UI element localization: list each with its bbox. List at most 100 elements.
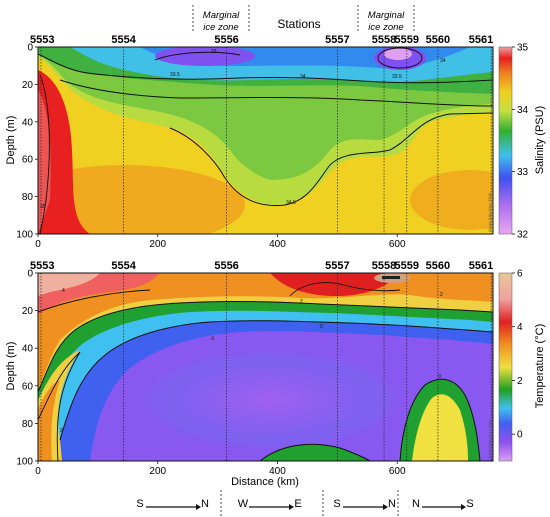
x-tick-label: 0 (35, 466, 41, 477)
temperature-colorbar (498, 272, 513, 462)
contour-label: 0 (438, 374, 441, 380)
x-tick-label: 200 (149, 466, 166, 477)
direction-to: N (388, 498, 396, 510)
contour-label: 4 (62, 288, 65, 294)
temperature-panel: 4 2 0 -1 2 0 2 Ocean Data View / DIVA 0 2… (5, 260, 546, 488)
station-label-5554: 5554 (111, 34, 136, 46)
colorbar-tick-label: 34 (517, 105, 529, 116)
contour-label: 0 (320, 324, 323, 330)
salinity-panel: 33 33.5 34 33.5 34 34.5 35 Ocean Data Vi… (5, 34, 546, 250)
station-label-5556: 5556 (214, 260, 238, 272)
y-tick-label: 20 (22, 306, 34, 317)
temperature-station-lines (40, 273, 492, 461)
temperature-colorbar-label: Temperature (°C) (534, 324, 546, 408)
y-tick-label: 20 (22, 80, 34, 91)
direction-arrowhead (461, 504, 466, 510)
direction-arrowhead (196, 504, 201, 510)
salinity-y-axis-label: Depth (m) (5, 116, 17, 165)
temperature-x-axis: 0 200 400 600 (35, 461, 406, 477)
contour-label: 2 (300, 299, 303, 305)
contour-label: 33 (211, 49, 217, 55)
salinity-contour-35 (39, 74, 50, 234)
contour-label: 35 (40, 204, 46, 210)
colorbar-tick-label: 33 (517, 167, 529, 178)
station-label-5559: 5559 (395, 260, 419, 272)
x-tick-label: 200 (149, 239, 166, 250)
contour-label: 33.5 (392, 74, 402, 80)
direction-to: E (294, 498, 301, 510)
temperature-contour-0 (59, 320, 493, 441)
figure-header: Marginal ice zone Marginal ice zone Stat… (192, 5, 415, 33)
contour-label: 33.5 (170, 72, 180, 78)
station-label-5558: 5558 (372, 34, 396, 46)
zone-right-line1: Marginal (368, 10, 405, 21)
contour-label: 2 (440, 292, 443, 298)
salinity-plot-frame (37, 46, 494, 235)
temperature-contour-4 (38, 289, 151, 313)
x-tick-label: 600 (389, 239, 406, 250)
station-label-5556: 5556 (214, 34, 238, 46)
contour-label: 34 (300, 74, 306, 80)
salinity-station-lines (40, 47, 492, 234)
station-label-5561: 5561 (469, 34, 493, 46)
colorbar-tick-label: 2 (517, 376, 523, 387)
y-tick-label: 0 (27, 43, 33, 54)
salinity-x-axis: 0 200 400 600 (35, 234, 406, 250)
direction-from: N (412, 498, 420, 510)
colorbar-tick-label: 32 (517, 230, 529, 241)
y-tick-label: 100 (16, 457, 33, 468)
temperature-colorbar-ticks: 0 2 4 6 (512, 269, 523, 441)
salinity-colorbar-label: Salinity (PSU) (534, 106, 546, 174)
salinity-colorbar (498, 46, 513, 235)
temperature-credit: Ocean Data View / DIVA (488, 419, 492, 459)
station-label-5553: 5553 (30, 260, 54, 272)
y-tick-label: 100 (16, 230, 33, 241)
x-tick-label: 600 (389, 466, 406, 477)
y-tick-label: 40 (22, 117, 34, 128)
temperature-contour-2-left (38, 351, 81, 461)
colorbar-tick-label: 35 (517, 43, 529, 54)
station-label-5561: 5561 (469, 260, 493, 272)
temperature-field: 4 2 0 -1 2 0 2 (38, 273, 493, 461)
temperature-plot-frame (37, 272, 494, 462)
y-tick-label: 60 (22, 155, 34, 166)
direction-to: S (466, 498, 473, 510)
station-label-5553: 5553 (30, 34, 54, 46)
direction-from: S (136, 498, 143, 510)
station-label-5558: 5558 (372, 260, 396, 272)
direction-to: N (201, 498, 209, 510)
temperature-contour-0-bottom (259, 443, 371, 461)
direction-from: W (238, 498, 249, 510)
direction-from: S (333, 498, 340, 510)
station-label-5559: 5559 (395, 34, 419, 46)
salinity-colorbar-ticks: 32 33 34 35 (512, 43, 529, 241)
y-tick-label: 80 (22, 419, 34, 430)
colorbar-tick-label: 0 (517, 430, 523, 441)
temperature-x-axis-label: Distance (km) (231, 476, 299, 488)
salinity-contour-33-5 (38, 53, 493, 84)
contour-label: 34.5 (286, 200, 296, 206)
station-label-5557: 5557 (325, 34, 349, 46)
y-tick-label: 0 (27, 269, 33, 280)
colorbar-tick-label: 6 (517, 269, 523, 280)
station-label-5557: 5557 (325, 260, 349, 272)
station-label-5560: 5560 (426, 260, 450, 272)
temperature-y-axis: 0 20 40 60 80 100 (16, 269, 38, 468)
direction-arrowhead (383, 504, 388, 510)
x-tick-label: 400 (269, 466, 286, 477)
salinity-credit: Ocean Data View / DIVA (488, 192, 492, 232)
zone-left-line2: ice zone (203, 22, 238, 33)
y-tick-label: 40 (22, 344, 34, 355)
colorbar-tick-label: 4 (517, 322, 523, 333)
salinity-contour-34-5 (169, 112, 493, 207)
y-tick-label: 60 (22, 381, 34, 392)
contour-label: 34 (440, 58, 446, 64)
contour-label: 2 (60, 428, 63, 434)
x-tick-label: 0 (35, 239, 41, 250)
temperature-y-axis-label: Depth (m) (5, 342, 17, 391)
zone-left-line1: Marginal (203, 10, 240, 21)
